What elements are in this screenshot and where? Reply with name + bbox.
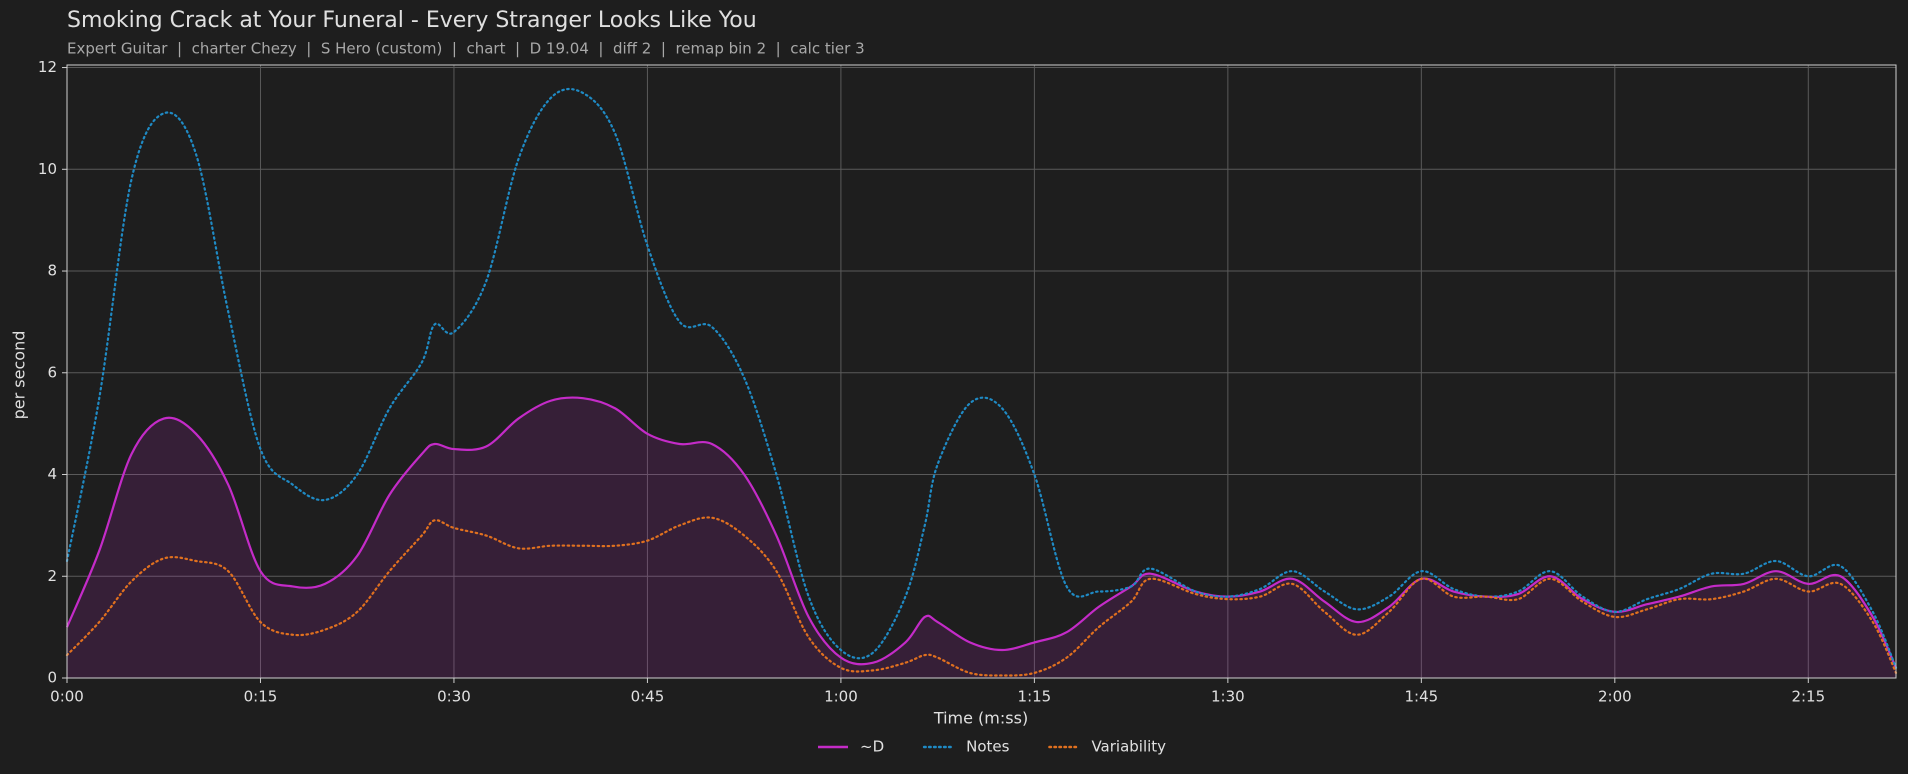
- chart-subtitle: Expert Guitar | charter Chezy | S Hero (…: [67, 40, 865, 58]
- legend-label: Notes: [966, 738, 1010, 756]
- x-tick-label: 0:45: [631, 688, 665, 706]
- x-axis-label: Time (m:ss): [933, 709, 1028, 728]
- axes: 0 2 4 6 8 10 12 0:00 0:15 0:30 0:45 1:00 1:15 1:30 1:4…: [38, 58, 1825, 705]
- legend: ~D Notes Variability: [818, 738, 1166, 756]
- chart-title: Smoking Crack at Your Funeral - Every St…: [67, 8, 757, 33]
- y-tick-label: 6: [47, 363, 57, 381]
- y-tick-label: 10: [38, 160, 57, 178]
- x-tick-label: 0:00: [50, 688, 84, 706]
- x-tick-label: 2:15: [1791, 688, 1825, 706]
- y-tick-label: 4: [47, 465, 57, 483]
- y-tick-label: 12: [38, 58, 57, 76]
- y-axis-label: per second: [10, 331, 29, 420]
- line: [65, 87, 1898, 669]
- x-tick-label: 1:45: [1404, 688, 1438, 706]
- x-tick-label: 0:15: [244, 688, 278, 706]
- x-tick-label: 1:30: [1211, 688, 1245, 706]
- x-tick-label: 2:00: [1598, 688, 1632, 706]
- x-tick-label: 1:00: [824, 688, 858, 706]
- plot: [65, 87, 1898, 678]
- line: [65, 516, 1898, 677]
- area: [67, 397, 1896, 678]
- legend-label: Variability: [1091, 738, 1166, 756]
- line: [65, 396, 1898, 669]
- x-tick-label: 0:30: [437, 688, 471, 706]
- y-tick-label: 0: [47, 669, 57, 687]
- x-tick-label: 1:15: [1018, 688, 1052, 706]
- legend-label: ~D: [860, 738, 884, 756]
- plot-frame: [66, 64, 1897, 679]
- y-tick-label: 2: [47, 567, 57, 585]
- y-tick-label: 8: [47, 262, 57, 280]
